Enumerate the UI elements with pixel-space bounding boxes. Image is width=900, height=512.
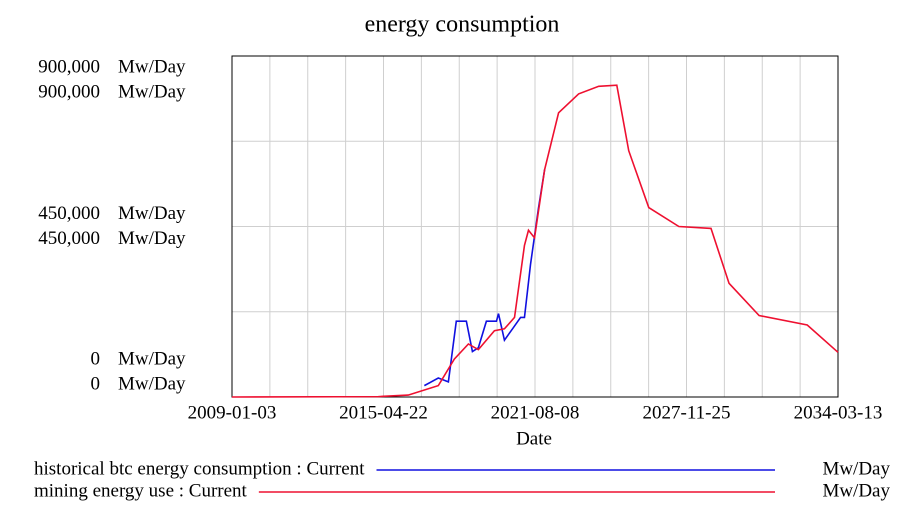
chart-title: energy consumption bbox=[365, 12, 560, 38]
y-tick-label: 0 bbox=[91, 348, 101, 369]
x-tick-label: 2027-11-25 bbox=[643, 402, 731, 423]
legend-unit: Mw/Day bbox=[822, 458, 890, 479]
y-tick-label: 450,000 bbox=[38, 203, 100, 224]
y-tick-label: 900,000 bbox=[38, 56, 100, 77]
x-tick-label: 2015-04-22 bbox=[339, 402, 428, 423]
legend-label: historical btc energy consumption : Curr… bbox=[34, 458, 365, 479]
y-tick-label: 450,000 bbox=[38, 228, 100, 249]
y-unit-label: Mw/Day bbox=[118, 348, 186, 369]
legend-label: mining energy use : Current bbox=[34, 480, 248, 501]
y-unit-label: Mw/Day bbox=[118, 56, 186, 77]
legend-unit: Mw/Day bbox=[822, 480, 890, 501]
plot-frame bbox=[231, 55, 839, 398]
x-tick-label: 2009-01-03 bbox=[188, 402, 277, 423]
y-unit-label: Mw/Day bbox=[118, 203, 186, 224]
y-unit-label: Mw/Day bbox=[118, 228, 186, 249]
x-tick-label: 2034-03-13 bbox=[794, 402, 883, 423]
x-tick-label: 2021-08-08 bbox=[491, 402, 580, 423]
y-unit-label: Mw/Day bbox=[118, 373, 186, 394]
series-line bbox=[231, 84, 839, 398]
x-axis-label: Date bbox=[516, 428, 552, 449]
y-tick-label: 900,000 bbox=[38, 81, 100, 102]
series-line bbox=[423, 169, 546, 387]
y-tick-label: 0 bbox=[91, 373, 101, 394]
y-unit-label: Mw/Day bbox=[118, 81, 186, 102]
